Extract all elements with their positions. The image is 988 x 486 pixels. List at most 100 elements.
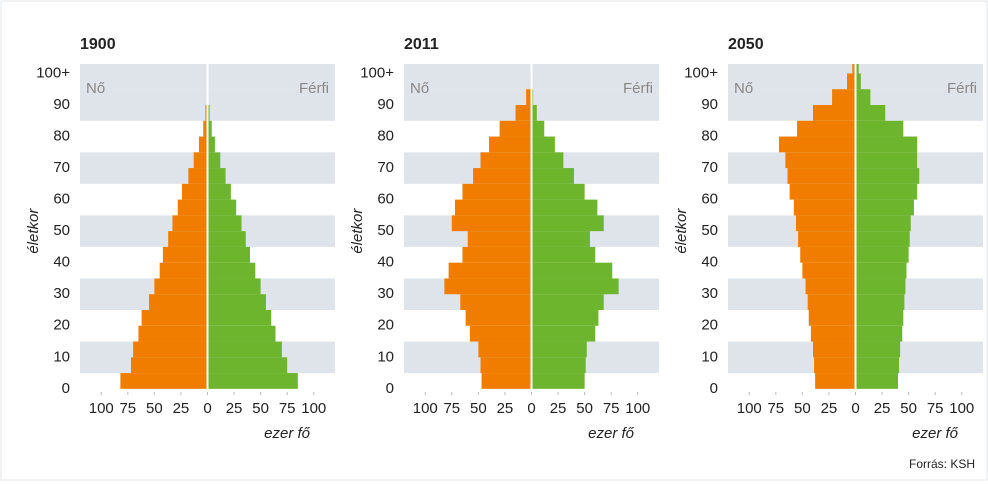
bar (138, 326, 207, 342)
bar (856, 215, 911, 231)
y-tick-label: 50 (377, 222, 394, 239)
bar (808, 294, 856, 310)
bar (489, 137, 532, 153)
x-tick-label: 100 (949, 400, 974, 417)
bar (131, 357, 208, 373)
y-tick-label: 70 (377, 159, 394, 176)
bar (811, 326, 856, 342)
x-tick-label: 75 (279, 400, 296, 417)
y-tick-label: 20 (701, 317, 718, 334)
legend-label: Férfi (299, 80, 329, 97)
y-tick-label: 10 (377, 348, 394, 365)
x-axis-label: ezer fő (264, 425, 311, 442)
x-tick-label: 25 (874, 400, 891, 417)
y-tick-label: 20 (377, 317, 394, 334)
bar (481, 152, 532, 168)
bar (856, 357, 900, 373)
bar (856, 231, 910, 247)
x-tick-label: 100 (413, 400, 438, 417)
bar (532, 310, 599, 326)
bar (813, 105, 856, 121)
bar (847, 73, 856, 89)
bar (208, 247, 251, 263)
x-tick-label: 50 (470, 400, 487, 417)
bar (856, 184, 918, 200)
bar (856, 342, 901, 358)
bar (797, 121, 855, 137)
bar (208, 342, 282, 358)
x-tick-label: 50 (146, 400, 163, 417)
y-tick-label: 30 (377, 285, 394, 302)
bar (154, 278, 207, 294)
y-tick-label: 80 (53, 128, 70, 145)
y-tick-label: 70 (53, 159, 70, 176)
bar (809, 310, 856, 326)
bar (172, 215, 207, 231)
bar (199, 137, 208, 153)
bar (856, 105, 886, 121)
bar (208, 215, 242, 231)
y-tick-label: 90 (701, 96, 718, 113)
bar (462, 247, 531, 263)
x-axis-label: ezer fő (588, 425, 635, 442)
bar (208, 294, 266, 310)
x-tick-label: 0 (527, 400, 535, 417)
bar (188, 168, 207, 184)
x-tick-label: 25 (550, 400, 567, 417)
y-tick-label: 50 (53, 222, 70, 239)
bar (798, 231, 855, 247)
bar (790, 184, 856, 200)
bar (532, 121, 545, 137)
bar (444, 278, 531, 294)
y-tick-label: 80 (377, 128, 394, 145)
bar (120, 373, 207, 389)
bar (208, 278, 261, 294)
bar (473, 168, 531, 184)
bar (470, 326, 532, 342)
y-tick-label: 0 (386, 380, 394, 397)
x-tick-label: 25 (173, 400, 190, 417)
bar (482, 373, 532, 389)
y-tick-label: 40 (53, 254, 70, 271)
y-tick-label: 0 (62, 380, 70, 397)
bar (856, 152, 918, 168)
bar (856, 373, 899, 389)
x-tick-label: 75 (927, 400, 944, 417)
bar (856, 137, 918, 153)
bar (481, 357, 532, 373)
y-tick-label: 60 (53, 191, 70, 208)
bar (856, 310, 904, 326)
y-tick-label: 30 (53, 285, 70, 302)
y-tick-label: 50 (701, 222, 718, 239)
x-tick-label: 75 (767, 400, 784, 417)
bar (208, 168, 226, 184)
bar (452, 215, 532, 231)
bar (532, 373, 585, 389)
x-tick-label: 25 (821, 400, 838, 417)
bar (532, 342, 587, 358)
panel-title: 2011 (404, 36, 439, 53)
bar (856, 89, 871, 105)
y-tick-label: 100+ (36, 64, 70, 81)
x-tick-label: 50 (794, 400, 811, 417)
bar (532, 294, 604, 310)
legend-label: Férfi (947, 80, 977, 97)
bar (779, 137, 856, 153)
bar (208, 231, 246, 247)
bar (532, 200, 598, 216)
bar (788, 168, 856, 184)
x-tick-label: 100 (737, 400, 762, 417)
legend-label: Nő (734, 80, 753, 97)
bar (813, 342, 856, 358)
y-tick-label: 60 (377, 191, 394, 208)
y-tick-label: 0 (710, 380, 718, 397)
bar (856, 263, 907, 279)
bar (532, 263, 613, 279)
y-axis-label: életkor (349, 208, 366, 254)
bar (532, 137, 555, 153)
bar (856, 247, 909, 263)
bar (532, 152, 564, 168)
x-tick-label: 25 (226, 400, 243, 417)
y-tick-label: 20 (53, 317, 70, 334)
bar (208, 137, 215, 153)
